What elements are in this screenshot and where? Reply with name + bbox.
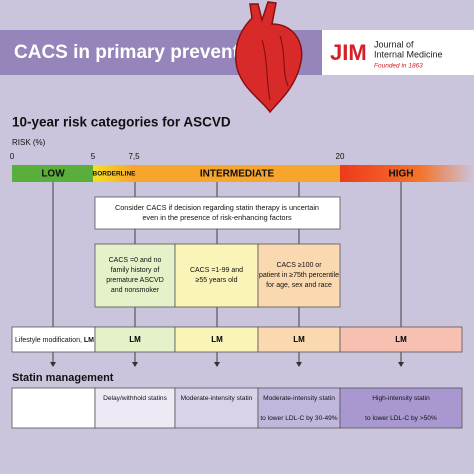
lm-cell <box>174 326 259 353</box>
journal-founded: Founded in 1863 <box>374 63 423 70</box>
risk-intermediate <box>134 165 340 182</box>
cacs-text: ≥55 years old <box>196 277 238 284</box>
lm-label-text: Lifestyle modification, <box>15 337 84 344</box>
statin-text: High-intensity statin <box>372 395 430 402</box>
axis-label: RISK (%) <box>12 138 46 147</box>
journal-name: Internal Medicine <box>374 49 443 59</box>
category-label: LOW <box>41 169 65 180</box>
section-title: Statin management <box>12 372 114 384</box>
risk-low <box>12 165 93 182</box>
lm-label: Lifestyle modification, LM <box>15 337 94 344</box>
statin-text: Moderate-intensity statin <box>181 395 253 402</box>
cacs-text: for age, sex and race <box>266 282 332 289</box>
lm-text: LM <box>293 335 305 344</box>
cacs-text: CACS =0 and no <box>109 257 162 264</box>
cacs-text: family history of <box>111 267 160 274</box>
logo-band <box>322 30 474 75</box>
scale-label: 7,5 <box>128 152 140 161</box>
section-title: 10-year risk categories for ASCVD <box>12 115 231 130</box>
risk-borderline <box>93 165 134 182</box>
journal-name: Journal of <box>374 39 414 49</box>
category-label: INTERMEDIATE <box>200 169 275 180</box>
lm-label-box <box>11 326 96 353</box>
lm-label-abbr: LM <box>84 337 94 344</box>
category-label: BORDERLINE <box>93 171 137 178</box>
arrowheads <box>50 362 404 367</box>
category-label: HIGH <box>389 169 414 180</box>
statin-cell <box>174 387 259 429</box>
consider-text: Consider CACS if decision regarding stat… <box>115 203 319 212</box>
risk-high <box>340 165 474 182</box>
lm-text: LM <box>395 335 407 344</box>
statin-cell <box>11 387 96 429</box>
statin-text: to lower LDL-C by 30-49% <box>260 415 337 422</box>
lm-text: LM <box>129 335 141 344</box>
consider-text: even in the presence of risk-enhancing f… <box>142 213 292 222</box>
cacs-box <box>94 243 176 308</box>
statin-cell <box>339 387 463 429</box>
scale-label: 20 <box>336 152 345 161</box>
cacs-text: premature ASCVD <box>106 277 164 284</box>
cacs-text: CACS ≥100 or <box>276 262 322 269</box>
statin-text: Delay/withhold statins <box>103 395 167 402</box>
cacs-text: and nonsmoker <box>111 287 160 294</box>
cacs-text: patient in ≥75th percentile <box>259 272 339 279</box>
cacs-box <box>174 243 259 308</box>
statin-cell <box>257 387 341 429</box>
multiline-texts: Consider CACS if decision regarding stat… <box>103 203 437 422</box>
lm-cell <box>339 326 463 353</box>
lm-text: LM <box>211 335 223 344</box>
scale-label: 0 <box>10 152 15 161</box>
heart-illustration <box>235 1 303 114</box>
scale-label: 5 <box>91 152 96 161</box>
journal-abbr: JIM <box>330 40 367 65</box>
consider-box <box>94 196 341 230</box>
cacs-box <box>257 243 341 308</box>
header-title: CACS in primary prevention <box>14 42 267 63</box>
cacs-text: CACS =1-99 and <box>190 267 243 274</box>
statin-text: Moderate-intensity statin <box>263 395 335 402</box>
lm-cell <box>257 326 341 353</box>
statin-text: to lower LDL-C by >50% <box>365 415 437 422</box>
